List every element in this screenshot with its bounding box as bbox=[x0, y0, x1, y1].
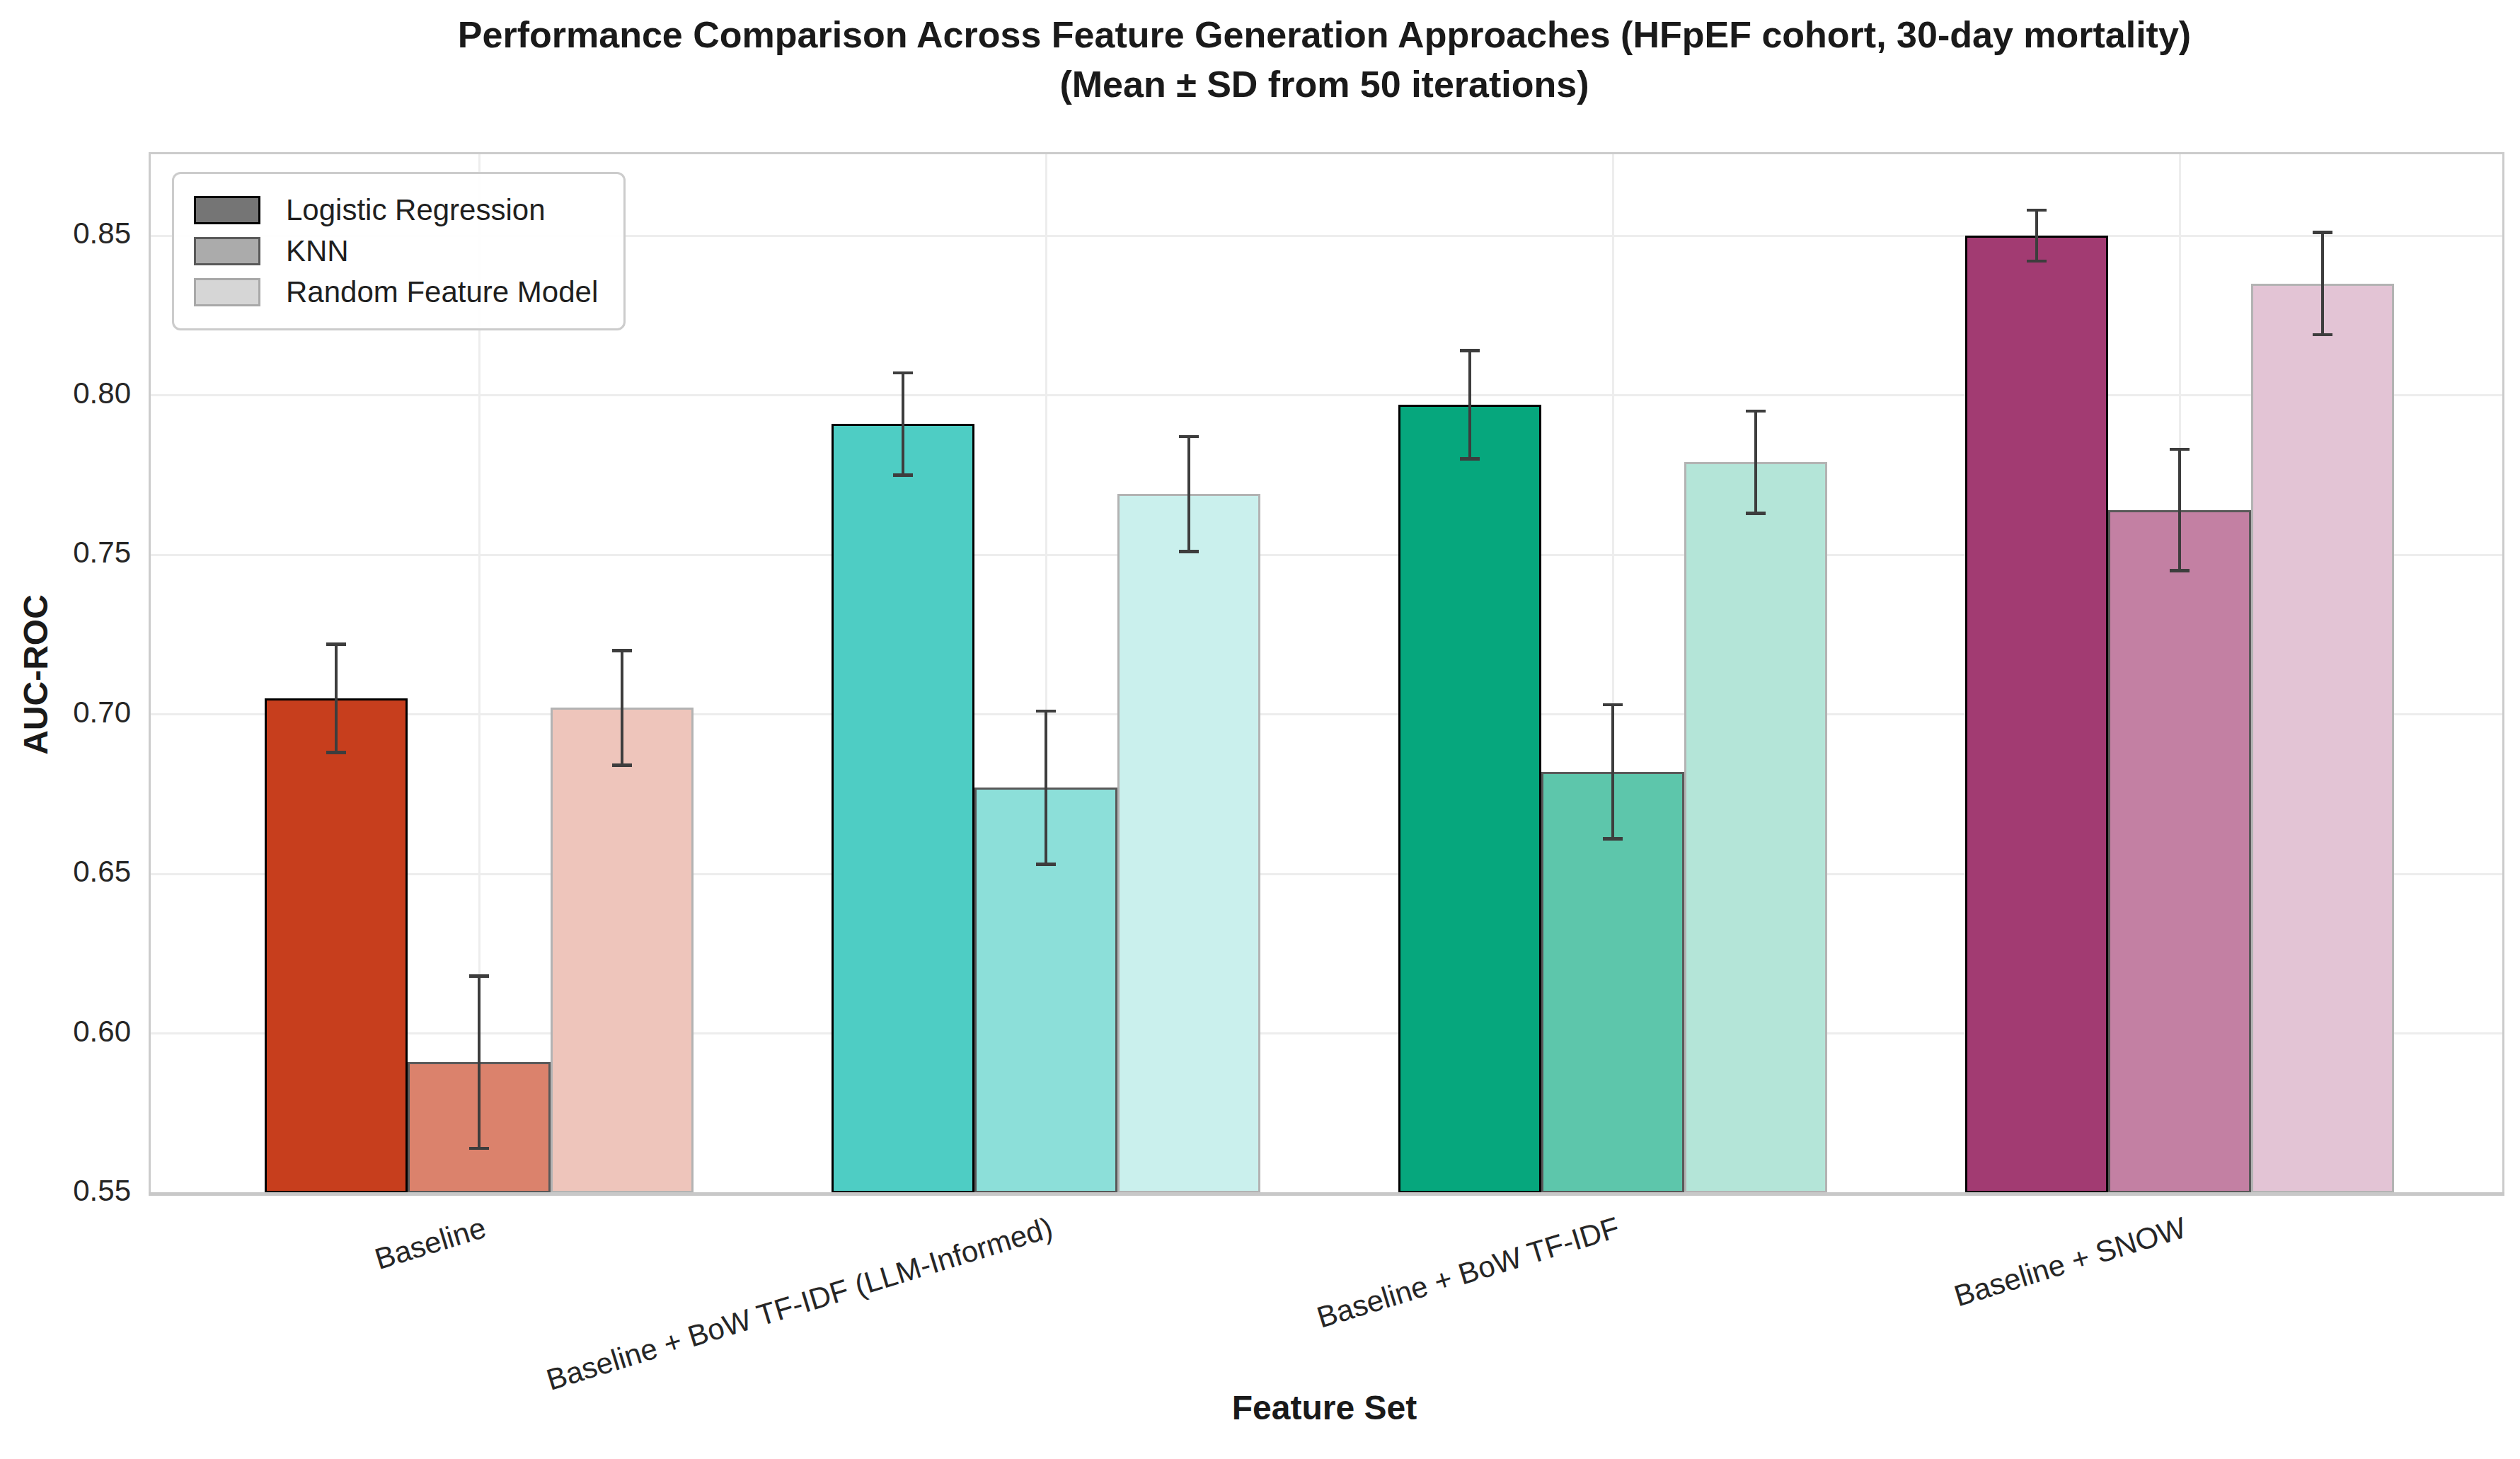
error-bar-line bbox=[1045, 711, 1048, 864]
error-bar-line bbox=[335, 644, 338, 752]
error-bar-line bbox=[1187, 437, 1191, 551]
error-bar-cap bbox=[1603, 703, 1623, 707]
x-axis-title: Feature Set bbox=[149, 1388, 2500, 1427]
error-bar-line bbox=[478, 976, 481, 1148]
error-bar-cap bbox=[2313, 333, 2332, 337]
legend-swatch bbox=[194, 196, 260, 224]
error-bar-line bbox=[1468, 350, 1472, 459]
error-bar-cap bbox=[2170, 569, 2190, 572]
bar bbox=[1684, 462, 1827, 1193]
error-bar-line bbox=[902, 373, 905, 475]
bar bbox=[551, 708, 694, 1193]
legend-item: Random Feature Model bbox=[194, 272, 598, 313]
y-tick-label: 0.55 bbox=[18, 1174, 131, 1208]
error-bar-cap bbox=[1460, 457, 1480, 461]
error-bar-cap bbox=[1036, 863, 1056, 866]
legend-swatch bbox=[194, 278, 260, 306]
figure-canvas: Performance Comparison Across Feature Ge… bbox=[0, 0, 2520, 1459]
error-bar-cap bbox=[326, 642, 346, 646]
legend-label: Logistic Regression bbox=[286, 193, 546, 227]
error-bar-cap bbox=[1603, 837, 1623, 841]
chart-title-line2: (Mean ± SD from 50 iterations) bbox=[149, 59, 2500, 109]
gridline-horizontal bbox=[151, 394, 2502, 396]
error-bar-line bbox=[1611, 705, 1615, 838]
x-tick-label: Baseline + BoW TF-IDF (LLM-Informed) bbox=[543, 1211, 1057, 1397]
error-bar-line bbox=[621, 650, 624, 765]
bar bbox=[832, 424, 974, 1193]
legend-label: KNN bbox=[286, 234, 349, 268]
x-tick-label: Baseline bbox=[371, 1211, 490, 1276]
bar bbox=[2251, 284, 2394, 1193]
error-bar-cap bbox=[2027, 209, 2047, 212]
legend-item: KNN bbox=[194, 231, 598, 272]
error-bar-cap bbox=[1036, 710, 1056, 713]
x-axis-spine bbox=[149, 1192, 2504, 1196]
error-bar-cap bbox=[612, 649, 632, 652]
error-bar-line bbox=[1754, 411, 1758, 513]
error-bar-line bbox=[2035, 210, 2039, 261]
chart-title-line1: Performance Comparison Across Feature Ge… bbox=[149, 10, 2500, 59]
error-bar-cap bbox=[2170, 448, 2190, 451]
error-bar-cap bbox=[893, 473, 913, 477]
x-tick-label: Baseline + SNOW bbox=[1950, 1211, 2190, 1313]
error-bar-line bbox=[2321, 232, 2325, 334]
bar bbox=[1965, 236, 2108, 1193]
legend-swatch bbox=[194, 237, 260, 265]
error-bar-cap bbox=[1460, 349, 1480, 352]
y-axis-title: AUC-ROC bbox=[16, 204, 55, 1146]
bar bbox=[1398, 405, 1541, 1193]
bar bbox=[1117, 494, 1260, 1193]
bar bbox=[265, 698, 408, 1193]
error-bar-cap bbox=[469, 1147, 489, 1151]
legend: Logistic Regression KNN Random Feature Mod… bbox=[172, 172, 626, 330]
error-bar-cap bbox=[1179, 550, 1199, 553]
error-bar-cap bbox=[326, 751, 346, 754]
error-bar-cap bbox=[1746, 512, 1766, 515]
error-bar-cap bbox=[2027, 260, 2047, 263]
error-bar-cap bbox=[2313, 231, 2332, 234]
error-bar-cap bbox=[1746, 410, 1766, 413]
error-bar-cap bbox=[893, 371, 913, 375]
chart-title: Performance Comparison Across Feature Ge… bbox=[149, 10, 2500, 109]
bar bbox=[2108, 510, 2251, 1193]
legend-item: Logistic Regression bbox=[194, 190, 598, 231]
x-tick-label: Baseline + BoW TF-IDF bbox=[1313, 1211, 1623, 1335]
error-bar-cap bbox=[612, 763, 632, 767]
legend-label: Random Feature Model bbox=[286, 275, 598, 309]
error-bar-cap bbox=[469, 974, 489, 978]
error-bar-cap bbox=[1179, 435, 1199, 439]
error-bar-line bbox=[2178, 449, 2182, 570]
